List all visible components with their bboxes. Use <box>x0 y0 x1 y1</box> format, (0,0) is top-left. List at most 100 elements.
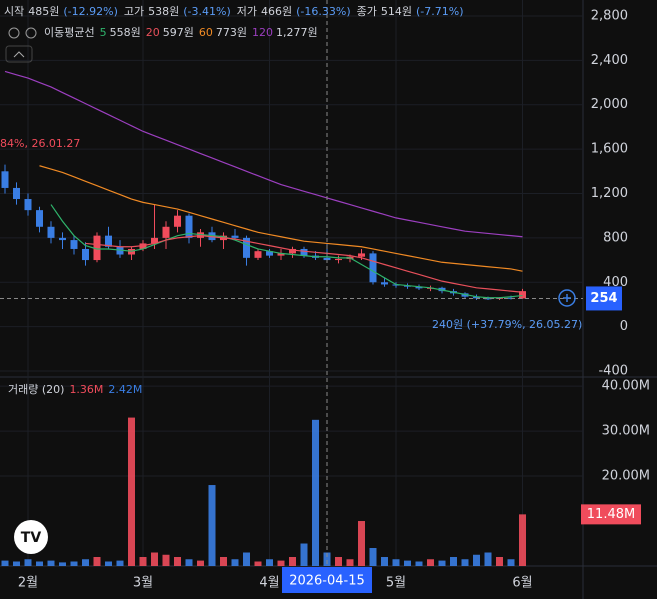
ma-name: 20 <box>146 26 160 39</box>
y-tick-label: 20.00M <box>602 469 650 484</box>
volume-bar <box>358 521 365 566</box>
volume-bar <box>266 559 273 566</box>
volume-bar <box>197 560 204 566</box>
y-tick-label: 400 <box>603 275 628 290</box>
ma-name: 60 <box>199 26 213 39</box>
info-value: 538원 <box>148 5 179 18</box>
volume-bar <box>162 554 170 566</box>
volume-ma-value: 1.36M <box>69 383 103 396</box>
volume-bar <box>450 557 457 566</box>
info-label: 저가 <box>237 5 257 18</box>
candle-body <box>162 226 170 238</box>
logo[interactable] <box>14 520 48 554</box>
candle-body <box>105 235 112 247</box>
y-tick-label: 1,600 <box>591 142 628 157</box>
volume-bar <box>70 561 78 566</box>
candle-body <box>335 258 342 261</box>
info-label: 시작 <box>4 5 24 18</box>
info-change: (-16.33%) <box>296 5 351 18</box>
candle-body <box>59 237 66 241</box>
volume-bar <box>105 561 112 566</box>
volume-bar <box>404 560 411 566</box>
candle-body <box>82 248 89 261</box>
y-tick-label: 40.00M <box>602 379 650 394</box>
y-tick-label: 2,400 <box>591 53 628 68</box>
volume-bar <box>335 557 342 566</box>
candle-body <box>289 248 296 254</box>
volume-bar <box>208 485 216 566</box>
volume-bar <box>300 543 308 566</box>
candle-body <box>473 296 480 299</box>
info-label: 고가 <box>124 5 144 18</box>
ma-title: 이동평균선 <box>44 26 95 39</box>
ma-line <box>50 204 523 299</box>
ma-name: 120 <box>252 26 273 39</box>
volume-bar <box>289 557 296 566</box>
volume-title: 거래량 (20) <box>8 383 64 396</box>
volume-bar <box>484 552 492 566</box>
ma-legend: 이동평균선 5 558원 20 597원 60 773원 120 1,277원 <box>44 26 318 39</box>
y-tick-label: 2,000 <box>591 97 628 112</box>
y-tick-label: -400 <box>598 364 628 379</box>
volume-bar <box>231 559 239 566</box>
eye-icon <box>8 27 20 39</box>
volume-bar <box>323 552 331 566</box>
candle-body <box>36 210 43 227</box>
date-tag <box>282 567 372 593</box>
volume-bar <box>174 557 181 566</box>
volume-bar <box>185 559 193 566</box>
price-tag-text: 254 <box>590 291 617 306</box>
info-value: 485원 <box>28 5 59 18</box>
info-label: 종가 <box>357 5 377 18</box>
candle-body <box>266 251 273 256</box>
y-tick-label: 1,200 <box>591 186 628 201</box>
volume-bar <box>427 559 434 566</box>
volume-bar <box>415 561 423 566</box>
candle-body <box>243 237 250 258</box>
collapse-button[interactable] <box>5 45 33 63</box>
date-tag-text: 2026-04-15 <box>289 574 365 589</box>
candle-body <box>47 226 55 238</box>
close-icon <box>25 27 37 39</box>
info-change: (-3.41%) <box>183 5 231 18</box>
volume-bar <box>59 562 66 566</box>
y-tick-label: 30.00M <box>602 424 650 439</box>
add-icon <box>563 294 571 302</box>
volume-bar <box>1 560 9 566</box>
volume-bar <box>461 559 469 566</box>
candle-body <box>519 291 526 299</box>
x-tick-label: 6월 <box>512 576 532 591</box>
x-tick-label: 4월 <box>259 576 279 591</box>
volume-bar <box>507 559 515 566</box>
collapse-icon <box>13 51 25 58</box>
volume-bar <box>116 560 124 566</box>
volume-bar <box>13 561 20 566</box>
marks <box>1 70 526 566</box>
labels: -400 0 400 800 1,200 1,600 2,000 2,400 2,800 20.0… <box>0 0 650 593</box>
volume-bar <box>519 514 526 566</box>
volume-ma-value: 2.42M <box>108 383 142 396</box>
candle-body <box>174 215 181 227</box>
info-change: (-7.71%) <box>416 5 464 18</box>
volume-bar <box>438 560 446 566</box>
x-tick-label: 2월 <box>18 576 38 591</box>
ma-value: 597원 <box>163 26 194 39</box>
logo-text: TV <box>21 530 42 546</box>
info-value: 514원 <box>381 5 412 18</box>
info-change: (-12.92%) <box>63 5 118 18</box>
high-note: 84%, 26.01.27 <box>0 137 80 150</box>
volume-bar <box>151 552 158 566</box>
ma-line <box>39 165 523 272</box>
info-value: 466원 <box>261 5 292 18</box>
add-button[interactable] <box>558 289 576 307</box>
ma-value: 558원 <box>110 26 141 39</box>
volume-bar <box>346 559 354 566</box>
x-tick-label: 5월 <box>386 576 406 591</box>
candle-body <box>93 235 101 261</box>
price-tag <box>586 286 622 311</box>
candle-body <box>369 253 377 283</box>
candle-body <box>70 240 78 249</box>
candle-body <box>185 215 193 238</box>
